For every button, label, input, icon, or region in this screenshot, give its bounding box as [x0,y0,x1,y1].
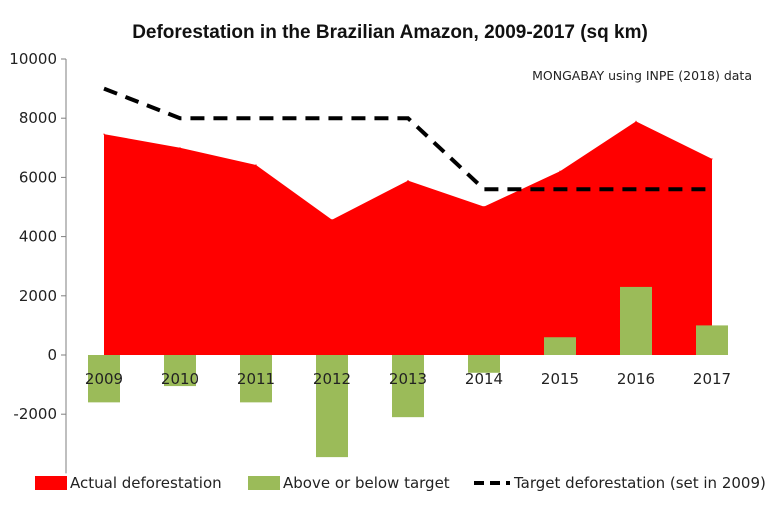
y-tick-label: 6000 [19,168,57,186]
actual-deforestation-point [407,180,409,182]
above-below-target-bar [88,355,120,403]
above-below-target-bar [468,355,500,373]
actual-deforestation-point [255,164,257,166]
y-axis: -2000 0 2000 4000 6000 8000 10000 [9,50,67,474]
y-tick-label: 2000 [19,287,57,305]
x-tick-label: 2013 [389,370,427,388]
actual-deforestation-point [179,147,181,149]
above-below-target-bar [316,355,348,458]
x-tick-label: 2015 [541,370,579,388]
y-tick-label: 0 [47,346,57,364]
above-below-target-bar [544,337,576,355]
source-annotation: MONGABAY using INPE (2018) data [532,68,752,83]
above-below-target-bar [240,355,272,403]
x-tick-label: 2009 [85,370,123,388]
above-below-target-bar [620,286,652,355]
y-tick-label: -2000 [13,405,57,423]
y-tick-label: 8000 [19,109,57,127]
area-series [103,120,713,355]
x-tick-label: 2010 [161,370,199,388]
x-axis-labels: 2009 2010 2011 2012 2013 2014 2015 2016 2017 [85,370,731,388]
legend: Actual deforestation Above or below targe… [35,474,766,492]
y-tick-label: 10000 [9,50,57,68]
above-below-target-bar [164,355,196,387]
actual-deforestation-point [331,219,333,221]
actual-deforestation-point [635,120,637,122]
legend-label-target: Target deforestation (set in 2009) [513,474,766,492]
actual-deforestation-area [104,121,712,355]
chart-title: Deforestation in the Brazilian Amazon, 2… [132,22,648,43]
x-tick-label: 2017 [693,370,731,388]
legend-label-actual: Actual deforestation [70,474,222,492]
y-tick-label: 4000 [19,228,57,246]
x-tick-label: 2016 [617,370,655,388]
above-below-target-bar [392,355,424,418]
legend-swatch-above-below [248,476,280,490]
legend-swatch-actual [35,476,67,490]
actual-deforestation-point [483,206,485,208]
actual-deforestation-point [711,158,713,160]
x-tick-label: 2011 [237,370,275,388]
legend-label-above-below: Above or below target [283,474,450,492]
target-deforestation-line [103,86,712,192]
actual-deforestation-point [559,170,561,172]
bar-series [88,286,728,458]
x-tick-label: 2014 [465,370,503,388]
above-below-target-bar [696,325,728,355]
x-tick-label: 2012 [313,370,351,388]
line-series [103,86,712,192]
actual-deforestation-point [103,133,105,135]
